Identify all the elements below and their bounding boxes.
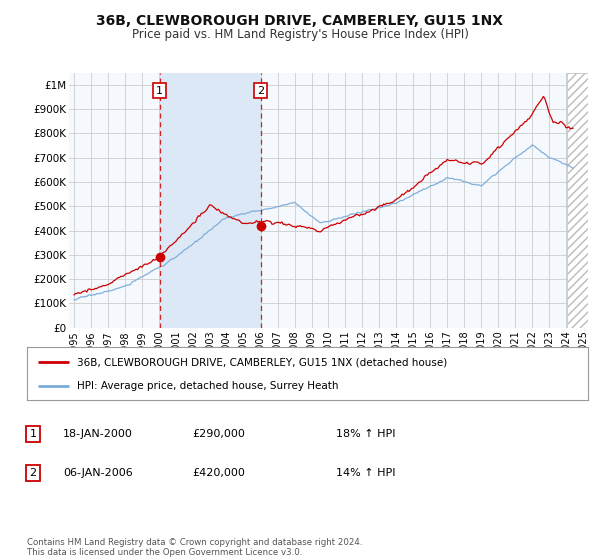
Text: HPI: Average price, detached house, Surrey Heath: HPI: Average price, detached house, Surr… bbox=[77, 380, 339, 390]
Bar bbox=[568, 73, 588, 328]
Text: 18% ↑ HPI: 18% ↑ HPI bbox=[336, 429, 395, 439]
Bar bbox=[160, 73, 261, 328]
Text: 1: 1 bbox=[29, 429, 37, 439]
Text: £420,000: £420,000 bbox=[192, 468, 245, 478]
Text: Price paid vs. HM Land Registry's House Price Index (HPI): Price paid vs. HM Land Registry's House … bbox=[131, 28, 469, 41]
Text: 06-JAN-2006: 06-JAN-2006 bbox=[63, 468, 133, 478]
Text: 2: 2 bbox=[257, 86, 265, 96]
Text: Contains HM Land Registry data © Crown copyright and database right 2024.
This d: Contains HM Land Registry data © Crown c… bbox=[27, 538, 362, 557]
Text: 36B, CLEWBOROUGH DRIVE, CAMBERLEY, GU15 1NX: 36B, CLEWBOROUGH DRIVE, CAMBERLEY, GU15 … bbox=[97, 14, 503, 28]
Text: 2: 2 bbox=[29, 468, 37, 478]
Text: 36B, CLEWBOROUGH DRIVE, CAMBERLEY, GU15 1NX (detached house): 36B, CLEWBOROUGH DRIVE, CAMBERLEY, GU15 … bbox=[77, 357, 448, 367]
Text: 14% ↑ HPI: 14% ↑ HPI bbox=[336, 468, 395, 478]
Text: 1: 1 bbox=[156, 86, 163, 96]
Text: 18-JAN-2000: 18-JAN-2000 bbox=[63, 429, 133, 439]
Text: £290,000: £290,000 bbox=[192, 429, 245, 439]
